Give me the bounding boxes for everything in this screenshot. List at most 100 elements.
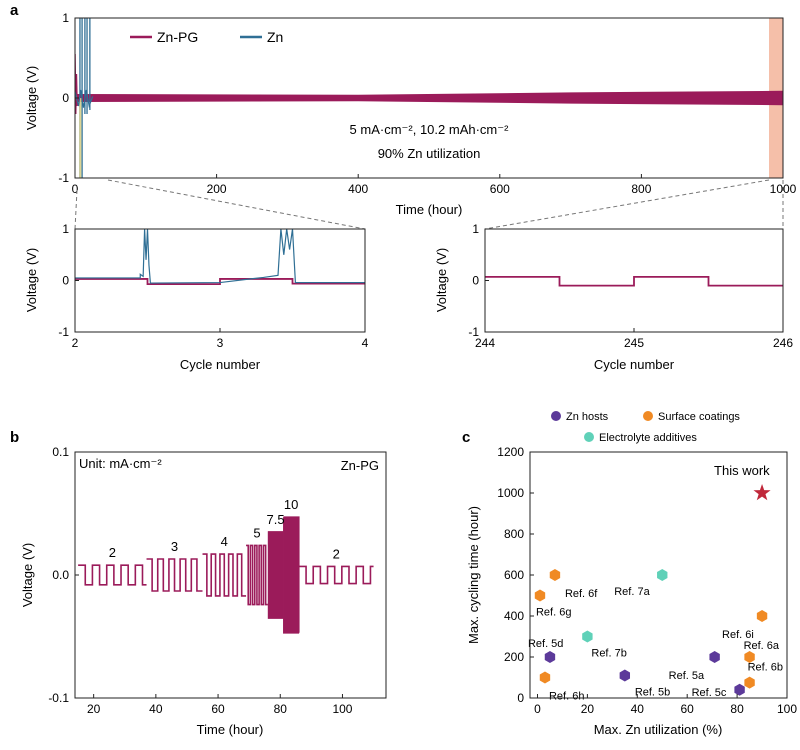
reference-point — [709, 651, 720, 663]
panel-b-letter: b — [10, 429, 19, 446]
zn-inset-trace — [75, 229, 365, 284]
reference-point — [744, 676, 755, 689]
inset-left-xtick-label: 3 — [217, 336, 224, 350]
panel-a-letter: a — [10, 2, 19, 19]
rate-label: 5 — [253, 525, 260, 540]
inset-left-ytick-label: 1 — [62, 222, 69, 236]
panel-b-plot-data — [78, 516, 374, 634]
point-label: Ref. 6i — [722, 629, 754, 641]
inset-right-ytick-label: 1 — [472, 222, 479, 236]
legend-label-surface-coatings: Surface coatings — [658, 411, 740, 423]
zn-spike-yellow — [79, 98, 82, 178]
panel-c-xtick-label: 20 — [581, 702, 595, 716]
panel-c-ytick-label: 600 — [504, 568, 524, 582]
point-label: Ref. 5b — [635, 686, 670, 698]
panel-b-ytick-label: 0.1 — [52, 445, 69, 459]
panel-c-xtick-label: 80 — [730, 702, 744, 716]
legend-marker-zn-hosts — [551, 411, 561, 421]
panel-b-ytick-label: -0.1 — [48, 691, 69, 705]
panel-c-ytick-label: 0 — [517, 691, 524, 705]
panel-a-ytick-label: 0 — [62, 91, 69, 105]
reference-point — [657, 569, 668, 581]
panel-b-xtick-label: 40 — [149, 702, 163, 716]
panel-a-xtick-label: 400 — [348, 182, 368, 196]
panel-b-ylabel: Voltage (V) — [20, 543, 35, 607]
inset-right-xtick-label: 244 — [475, 336, 495, 350]
reference-point — [756, 610, 768, 622]
rate-label: 2 — [333, 546, 340, 561]
condition-annotation-line2: 90% Zn utilization — [378, 146, 481, 161]
point-label: Ref. 6a — [744, 640, 780, 652]
reference-point — [619, 669, 631, 682]
inset-left-xtick-label: 4 — [362, 336, 369, 350]
point-label: Ref. 5a — [669, 670, 705, 682]
panel-b-xtick-label: 80 — [274, 702, 288, 716]
panel-c-plot-data: Ref. 5d Ref. 5b Ref. 5a Ref. 5c Ref. 6f Ref. … — [528, 463, 783, 703]
rate-label: 7.5 — [267, 512, 285, 527]
panel-b-xtick-label: 20 — [87, 702, 101, 716]
panel-c-xtick-label: 60 — [681, 702, 695, 716]
panel-a-ytick-label: -1 — [58, 171, 69, 185]
panel-b-xlabel: Time (hour) — [197, 722, 264, 737]
rate-segment-trace — [246, 544, 268, 606]
inset-right-xlabel: Cycle number — [594, 357, 675, 372]
panel-b-xtick-label: 60 — [211, 702, 225, 716]
inset-left-ytick-label: 0 — [62, 274, 69, 288]
zoom-guide-left-2 — [107, 179, 366, 230]
panel-c-xtick-label: 40 — [631, 702, 645, 716]
panel-b-unit-note: Unit: mA·cm⁻² — [79, 456, 162, 471]
point-label: Ref. 6f — [565, 588, 598, 600]
inset-right-axes: 244 245 246 -1 0 1 — [468, 222, 793, 350]
legend-label-zn: Zn — [267, 29, 283, 45]
inset-left-ytick-label: -1 — [58, 325, 69, 339]
inset-left-plot-data — [75, 229, 365, 286]
inset-right-xtick-label: 245 — [624, 336, 644, 350]
point-label: Ref. 5c — [692, 687, 727, 699]
panel-a-legend: Zn-PG Zn — [130, 29, 283, 45]
reference-point — [534, 589, 546, 602]
panel-c-ytick-label: 1000 — [497, 486, 524, 500]
panel-b-series-label: Zn-PG — [341, 458, 379, 473]
inset-left-ylabel: Voltage (V) — [24, 248, 39, 312]
rate-label: 3 — [171, 539, 178, 554]
point-label: Ref. 5d — [528, 638, 563, 650]
panel-a-xtick-label: 200 — [207, 182, 227, 196]
legend-marker-electrolyte-additives — [584, 432, 594, 442]
legend-label-zn-pg: Zn-PG — [157, 29, 198, 45]
inset-left-axes: 2 3 4 -1 0 1 — [58, 222, 368, 350]
panel-b-ytick-label: 0.0 — [52, 568, 69, 582]
inset-right-ylabel: Voltage (V) — [434, 248, 449, 312]
legend-label-electrolyte-additives: Electrolyte additives — [599, 432, 697, 444]
inset-right-plot-data — [485, 275, 783, 287]
panel-b-xtick-label: 100 — [332, 702, 352, 716]
panel-c-ytick-label: 200 — [504, 650, 524, 664]
rate-segment-trace — [146, 558, 203, 592]
panel-a-xlabel: Time (hour) — [396, 202, 463, 217]
rate-label: 4 — [221, 534, 228, 549]
panel-a-xtick-label: 800 — [631, 182, 651, 196]
zoom-guide-right-1 — [484, 179, 770, 230]
inset-right-xtick-label: 246 — [773, 336, 793, 350]
reference-point — [734, 683, 745, 696]
panel-a-plot-data — [75, 18, 783, 178]
condition-annotation-line1: 5 mA·cm⁻², 10.2 mAh·cm⁻² — [350, 122, 510, 137]
panel-a-xtick-label: 0 — [72, 182, 79, 196]
panel-c-legend: Zn hosts Surface coatings Electrolyte ad… — [551, 411, 740, 444]
panel-c-ytick-label: 1200 — [497, 445, 524, 459]
rate-segment-trace — [78, 564, 147, 586]
reference-point — [539, 671, 551, 684]
inset-left-xlabel: Cycle number — [180, 357, 261, 372]
rate-segment-trace — [202, 553, 247, 597]
panel-a-xtick-label: 600 — [490, 182, 510, 196]
panel-a-ylabel: Voltage (V) — [24, 66, 39, 130]
panel-c-ytick-label: 800 — [504, 527, 524, 541]
point-label: Ref. 6h — [549, 691, 584, 703]
rate-segment-trace — [267, 531, 284, 619]
zn-pg-inset-trace — [75, 278, 365, 286]
inset-right-ytick-label: 0 — [472, 274, 479, 288]
inset-right-ytick-label: -1 — [468, 325, 479, 339]
point-label: This work — [714, 463, 770, 478]
legend-marker-surface-coatings — [643, 411, 653, 421]
panel-c-letter: c — [462, 429, 470, 446]
